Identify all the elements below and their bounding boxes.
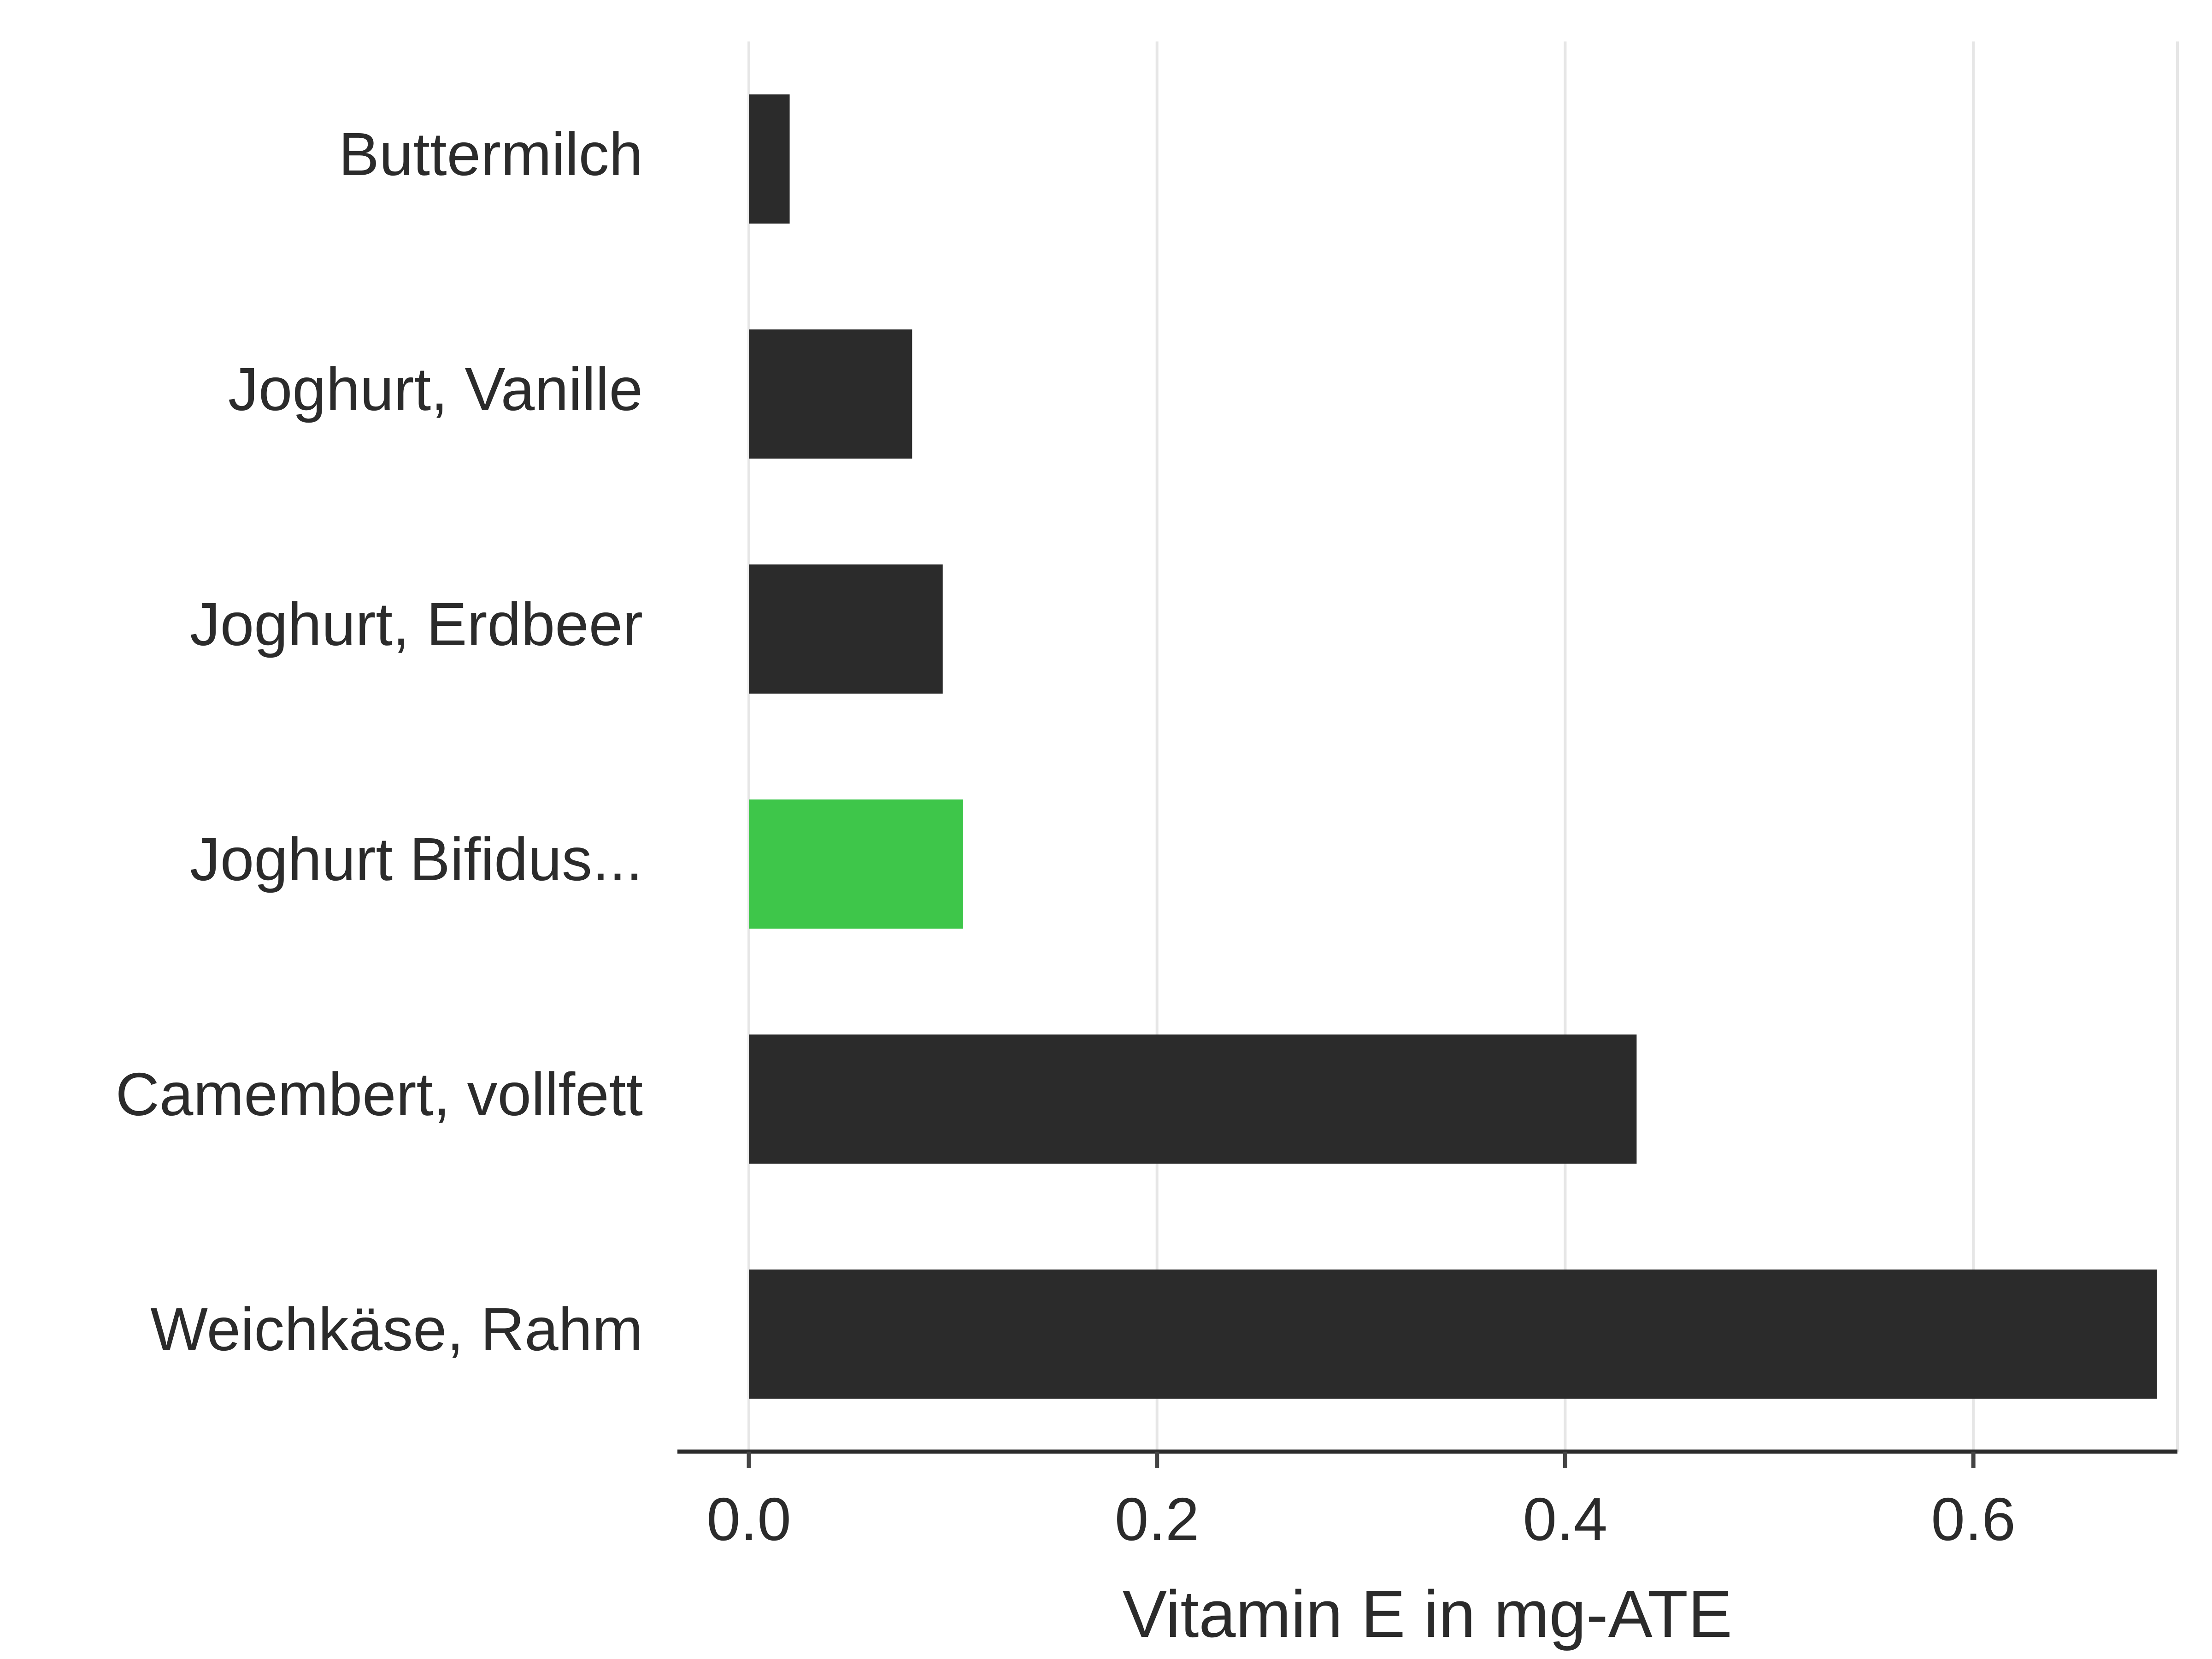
- x-tick-label: 0.6: [1931, 1485, 2016, 1553]
- bar: [749, 329, 912, 459]
- bar: [749, 94, 790, 224]
- vitamin-e-bar-chart: Buttermilch Joghurt, Vanille Joghurt, Erdb…: [0, 0, 2212, 1659]
- y-tick-label: Weichkäse, Rahm: [150, 1295, 643, 1363]
- y-tick-label: Joghurt, Vanille: [228, 355, 643, 423]
- y-tick-label: Joghurt, Erdbeer: [190, 590, 643, 658]
- chart-svg: Buttermilch Joghurt, Vanille Joghurt, Erdb…: [0, 0, 2212, 1659]
- x-tick-label: 0.4: [1523, 1485, 1608, 1553]
- y-tick-label: Joghurt Bifidus...: [190, 825, 643, 893]
- x-tick-label: 0.0: [706, 1485, 791, 1553]
- y-tick-label: Buttermilch: [339, 120, 643, 188]
- y-tick-label: Camembert, vollfett: [116, 1060, 643, 1128]
- x-tick-label: 0.2: [1115, 1485, 1200, 1553]
- bar: [749, 800, 963, 929]
- x-axis-title: Vitamin E in mg-ATE: [1123, 1577, 1732, 1651]
- bar: [749, 1270, 2157, 1399]
- bar: [749, 565, 943, 694]
- bar: [749, 1035, 1636, 1164]
